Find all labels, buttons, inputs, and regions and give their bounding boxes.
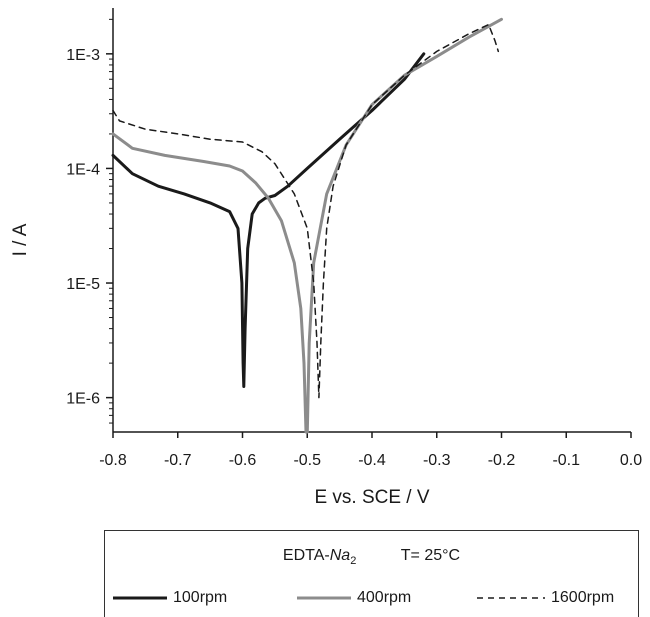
x-tick-label: -0.2	[488, 452, 516, 469]
x-ticks: -0.8 -0.7 -0.6 -0.5 -0.4 -0.3 -0.2 -0.1 0.0	[99, 432, 642, 469]
legend-swatch-100rpm	[113, 596, 167, 600]
series-1600rpm	[112, 23, 500, 399]
legend-swatch-1600rpm	[477, 597, 545, 599]
y-tick-label: 1E-3	[66, 47, 100, 64]
y-tick-label: 1E-4	[66, 161, 100, 178]
x-tick-label: -0.8	[99, 452, 127, 469]
y-tick-label: 1E-5	[66, 276, 100, 293]
legend-swatch-400rpm	[297, 596, 351, 600]
legend-header: EDTA-Na2 T= 25°C	[105, 547, 638, 567]
legend-label: 1600rpm	[551, 589, 615, 606]
x-tick-label: -0.1	[552, 452, 580, 469]
polarization-chart: -0.8 -0.7 -0.6 -0.5 -0.4 -0.3 -0.2 -0.1 0.0 1E-6…	[10, 8, 642, 508]
y-axis-title: I / A	[10, 223, 31, 256]
x-tick-label: -0.7	[164, 452, 192, 469]
x-tick-label: -0.6	[229, 452, 257, 469]
legend-compound: EDTA-Na2	[282, 547, 357, 568]
y-ticks: 1E-6 1E-5 1E-4 1E-3	[66, 18, 113, 424]
legend-entry-400rpm: 400rpm	[297, 589, 411, 607]
legend-entry-100rpm: 100rpm	[113, 589, 227, 607]
x-tick-label: -0.3	[423, 452, 451, 469]
x-axis-title: E vs. SCE / V	[314, 487, 429, 508]
series-100rpm	[111, 52, 426, 388]
legend-label: 100rpm	[173, 589, 228, 606]
x-tick-label: -0.5	[293, 452, 321, 469]
series-layer	[111, 17, 503, 434]
legend-entry-1600rpm: 1600rpm	[477, 589, 614, 607]
axes	[112, 8, 631, 433]
series-400rpm	[111, 17, 503, 434]
x-tick-label: 0.0	[620, 452, 642, 469]
y-tick-label: 1E-6	[66, 391, 100, 408]
x-tick-label: -0.4	[358, 452, 386, 469]
legend: EDTA-Na2 T= 25°C 100rpm 400rpm 1600rpm	[104, 530, 639, 617]
legend-label: 400rpm	[357, 589, 412, 606]
legend-condition: T= 25°C	[400, 547, 461, 564]
